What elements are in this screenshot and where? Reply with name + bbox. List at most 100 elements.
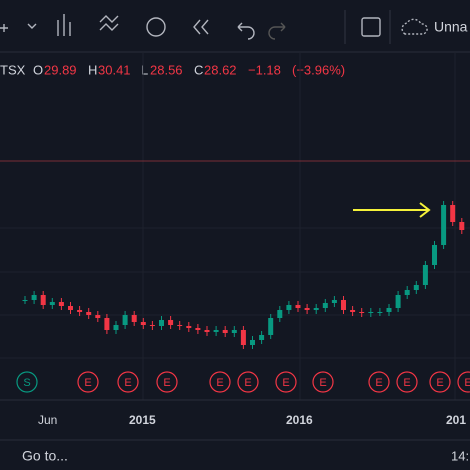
high-label: H (88, 62, 97, 77)
event-label: E (124, 377, 131, 389)
replay-icon[interactable] (193, 19, 209, 35)
time-label: Jun (38, 413, 57, 427)
candle (386, 308, 392, 312)
legend: TSX O 29.89 H 30.41 L 28.56 C 28.62 −1.1… (0, 62, 345, 77)
candle (259, 335, 265, 340)
candle (113, 325, 119, 330)
candle (432, 245, 437, 265)
redo-icon[interactable] (268, 22, 286, 40)
undo-icon[interactable] (237, 22, 255, 40)
candle (395, 295, 401, 308)
candle (359, 312, 365, 313)
candle (86, 312, 92, 315)
event-marker (156, 371, 178, 393)
event-label: S (23, 377, 30, 389)
event-marker (209, 371, 231, 393)
event-marker (77, 371, 99, 393)
candle (131, 315, 137, 322)
compare-icon[interactable] (99, 15, 119, 31)
event-marker (396, 371, 418, 393)
indicators-icon[interactable] (57, 14, 71, 36)
candle (58, 302, 64, 306)
time-label: 2015 (129, 413, 156, 427)
candle (104, 318, 110, 330)
change-percent: (−3.96%) (292, 62, 345, 77)
event-label: E (216, 377, 223, 389)
candle (231, 330, 237, 333)
fullscreen-icon[interactable] (361, 17, 381, 37)
time-display: 14: (451, 448, 469, 463)
candle (77, 310, 83, 312)
open-value: 29.89 (44, 62, 77, 77)
high-value: 30.41 (98, 62, 131, 77)
candle (341, 300, 346, 310)
event-marker (117, 371, 139, 393)
candle (313, 308, 319, 310)
time-label: 2016 (286, 413, 313, 427)
candle (22, 300, 28, 301)
event-label: E (282, 377, 289, 389)
candle (204, 330, 210, 332)
candle (277, 310, 283, 318)
low-label: L (141, 62, 148, 77)
event-marker (457, 371, 470, 393)
open-label: O (33, 62, 43, 77)
candle (422, 265, 428, 285)
event-marker (237, 371, 259, 393)
candle (268, 318, 274, 335)
candle (304, 308, 310, 310)
layout-name[interactable]: Unna (434, 19, 468, 35)
candle (122, 315, 128, 325)
candle (168, 320, 174, 325)
candle (40, 295, 46, 305)
candle (295, 305, 301, 308)
candle (459, 222, 465, 230)
candle (213, 330, 219, 332)
candle (322, 303, 328, 308)
candle (377, 312, 383, 313)
candle (350, 310, 356, 312)
goto-button[interactable]: Go to... (22, 448, 68, 464)
candle (450, 205, 456, 222)
candle (250, 340, 255, 345)
candle (286, 305, 292, 310)
dropdown-icon[interactable] (27, 23, 37, 29)
grid (0, 52, 470, 400)
event-label: E (244, 377, 251, 389)
candle (331, 300, 337, 303)
event-label: E (436, 377, 443, 389)
event-marker (368, 371, 390, 393)
arrow-drawing[interactable] (353, 202, 431, 218)
event-marker (275, 371, 297, 393)
candles (22, 201, 465, 349)
event-label: E (84, 377, 91, 389)
event-label: E (163, 377, 170, 389)
candle (222, 330, 228, 333)
candle (195, 328, 201, 330)
candle (177, 325, 183, 326)
candle (68, 306, 73, 310)
toolbar (0, 10, 428, 44)
close-value: 28.62 (204, 62, 237, 77)
time-axis: Jun 2015 2016 201 (38, 413, 466, 427)
candle (404, 290, 410, 295)
candle (31, 295, 37, 300)
event-label: E (375, 377, 382, 389)
event-label: E (403, 377, 410, 389)
close-label: C (194, 62, 203, 77)
candle (186, 326, 192, 328)
low-value: 28.56 (150, 62, 183, 77)
candle (240, 330, 246, 345)
alert-icon[interactable] (146, 17, 166, 37)
candle (368, 312, 374, 313)
symbol: TSX (0, 62, 26, 77)
candle (149, 325, 155, 326)
add-icon (0, 24, 8, 32)
candle (95, 315, 101, 318)
cloud-icon[interactable] (401, 18, 428, 35)
candle (413, 285, 419, 290)
candle (140, 322, 146, 325)
event-marker (16, 371, 38, 393)
